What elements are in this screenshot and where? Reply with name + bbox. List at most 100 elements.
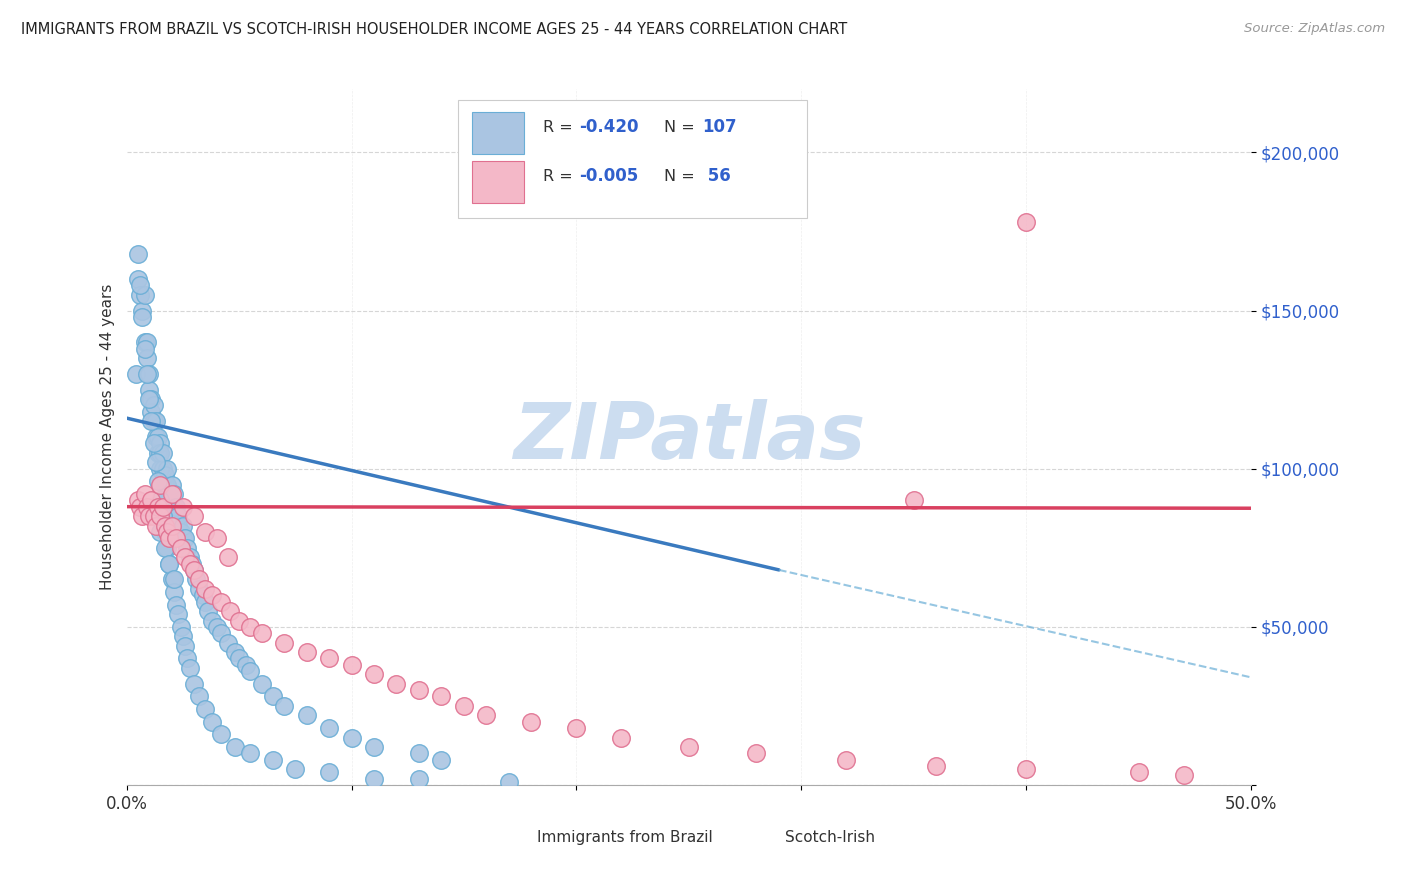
Point bbox=[152, 446, 174, 460]
Point bbox=[520, 714, 543, 729]
Point bbox=[194, 594, 217, 608]
Point bbox=[183, 563, 205, 577]
Point bbox=[134, 342, 156, 356]
Y-axis label: Householder Income Ages 25 - 44 years: Householder Income Ages 25 - 44 years bbox=[100, 284, 115, 591]
Point bbox=[134, 287, 156, 301]
Point bbox=[146, 446, 169, 460]
Point bbox=[1173, 768, 1195, 782]
Point bbox=[228, 651, 250, 665]
Point bbox=[169, 524, 191, 539]
Point bbox=[157, 531, 180, 545]
Text: IMMIGRANTS FROM BRAZIL VS SCOTCH-IRISH HOUSEHOLDER INCOME AGES 25 - 44 YEARS COR: IMMIGRANTS FROM BRAZIL VS SCOTCH-IRISH H… bbox=[21, 22, 848, 37]
Point bbox=[172, 629, 194, 643]
Point bbox=[363, 667, 385, 681]
Point bbox=[262, 753, 284, 767]
Point bbox=[408, 772, 430, 786]
Point bbox=[475, 708, 498, 723]
Point bbox=[273, 635, 295, 649]
Point bbox=[678, 739, 700, 754]
Point bbox=[124, 367, 146, 381]
Point bbox=[142, 414, 165, 428]
Point bbox=[152, 500, 174, 514]
Point bbox=[153, 524, 176, 539]
Point bbox=[903, 493, 925, 508]
Point bbox=[156, 477, 179, 491]
Point bbox=[239, 620, 262, 634]
Point bbox=[163, 500, 186, 514]
Point bbox=[1015, 762, 1038, 776]
Point bbox=[142, 509, 165, 524]
FancyBboxPatch shape bbox=[458, 100, 807, 218]
Point bbox=[157, 487, 180, 501]
Point bbox=[138, 509, 160, 524]
Point bbox=[127, 493, 149, 508]
Point bbox=[219, 604, 242, 618]
Text: ZIPatlas: ZIPatlas bbox=[513, 399, 865, 475]
Point bbox=[138, 392, 160, 406]
Point bbox=[153, 541, 176, 555]
Point bbox=[145, 518, 167, 533]
Point bbox=[157, 493, 180, 508]
Point bbox=[149, 477, 172, 491]
Point bbox=[160, 487, 183, 501]
Point bbox=[209, 626, 232, 640]
Point bbox=[183, 563, 205, 577]
Point bbox=[134, 335, 156, 350]
Point bbox=[318, 651, 340, 665]
Point bbox=[157, 557, 180, 571]
Text: N =: N = bbox=[664, 169, 700, 184]
Text: Source: ZipAtlas.com: Source: ZipAtlas.com bbox=[1244, 22, 1385, 36]
Point bbox=[163, 573, 186, 587]
Point bbox=[172, 531, 194, 545]
Point bbox=[925, 759, 948, 773]
Point bbox=[250, 626, 273, 640]
Point bbox=[363, 772, 385, 786]
Point bbox=[138, 367, 160, 381]
Point bbox=[498, 774, 520, 789]
Point bbox=[142, 399, 165, 413]
Point bbox=[129, 500, 152, 514]
Text: N =: N = bbox=[664, 120, 700, 135]
Point bbox=[145, 455, 167, 469]
Point bbox=[224, 739, 246, 754]
Point bbox=[408, 747, 430, 761]
Point bbox=[165, 509, 187, 524]
Point bbox=[165, 531, 187, 545]
Point bbox=[217, 550, 239, 565]
Point bbox=[1015, 215, 1038, 229]
Point bbox=[183, 677, 205, 691]
Point bbox=[1128, 765, 1150, 780]
Point bbox=[146, 430, 169, 444]
Point bbox=[191, 588, 214, 602]
Point bbox=[228, 614, 250, 628]
Point bbox=[131, 509, 153, 524]
Point bbox=[172, 518, 194, 533]
Point bbox=[174, 639, 197, 653]
FancyBboxPatch shape bbox=[472, 161, 523, 202]
Point bbox=[135, 335, 157, 350]
Point bbox=[183, 509, 205, 524]
FancyBboxPatch shape bbox=[472, 112, 523, 154]
Point bbox=[194, 524, 217, 539]
Point bbox=[340, 657, 363, 672]
Point bbox=[153, 518, 176, 533]
Point bbox=[131, 303, 153, 318]
Point bbox=[131, 310, 153, 324]
Point bbox=[453, 698, 475, 713]
Point bbox=[141, 414, 163, 428]
Point bbox=[149, 509, 172, 524]
Point bbox=[167, 518, 190, 533]
Point bbox=[209, 594, 232, 608]
Point bbox=[284, 762, 307, 776]
Text: R =: R = bbox=[543, 120, 578, 135]
Point bbox=[141, 405, 163, 419]
Point bbox=[141, 493, 163, 508]
Point bbox=[835, 753, 858, 767]
Point bbox=[135, 351, 157, 365]
Point bbox=[224, 645, 246, 659]
Point bbox=[318, 765, 340, 780]
Point bbox=[156, 541, 179, 555]
Point bbox=[172, 500, 194, 514]
Point bbox=[129, 287, 152, 301]
Point bbox=[156, 461, 179, 475]
